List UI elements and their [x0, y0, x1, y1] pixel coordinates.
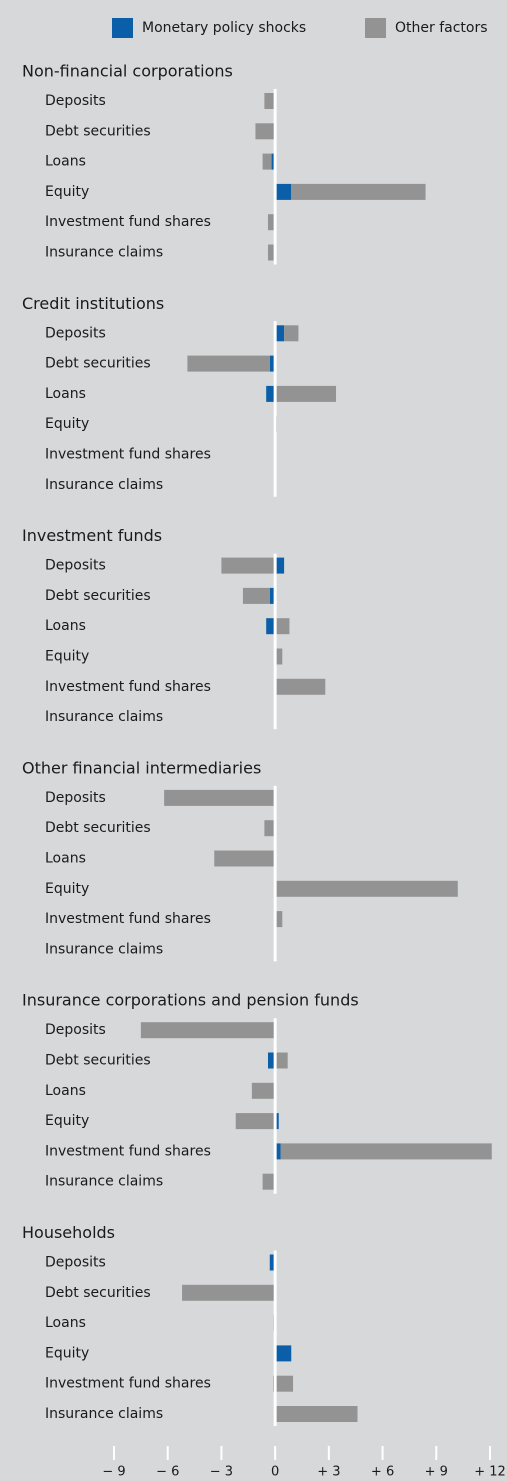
category-label: Equity	[45, 1113, 89, 1129]
category-label: Deposits	[45, 325, 106, 341]
category-label: Equity	[45, 649, 89, 665]
panel-title: Investment funds	[22, 526, 162, 545]
bar-other	[264, 820, 276, 837]
category-label: Debt securities	[45, 1053, 151, 1069]
x-tick-label: − 6	[156, 1465, 179, 1480]
x-tick-label: − 3	[210, 1465, 233, 1480]
x-tick-label: + 12	[474, 1465, 506, 1480]
panel-title: Insurance corporations and pension funds	[22, 991, 359, 1010]
bar-other	[280, 1143, 492, 1160]
bar-other	[275, 1375, 294, 1392]
category-label: Investment fund shares	[45, 679, 211, 695]
x-tick-label: − 9	[102, 1465, 125, 1480]
bar-monetary	[275, 557, 285, 574]
category-label: Equity	[45, 184, 89, 200]
bar-monetary	[275, 1113, 279, 1130]
bar-monetary	[267, 1052, 276, 1069]
x-tick-label: 0	[271, 1465, 279, 1480]
bar-monetary	[269, 355, 276, 372]
legend-swatch	[365, 18, 386, 38]
category-label: Debt securities	[45, 356, 151, 372]
bar-other	[275, 1052, 288, 1069]
bar-other	[187, 355, 270, 372]
category-label: Investment fund shares	[45, 1143, 211, 1159]
legend-label: Monetary policy shocks	[142, 20, 306, 36]
category-label: Investment fund shares	[45, 214, 211, 230]
panel-title: Other financial intermediaries	[22, 758, 261, 777]
panel-title: Non-financial corporations	[22, 62, 233, 81]
bar-monetary	[266, 618, 276, 635]
category-label: Loans	[45, 618, 86, 634]
bar-other	[267, 244, 276, 261]
category-label: Insurance claims	[45, 941, 163, 957]
bar-monetary	[269, 587, 276, 604]
bar-other	[275, 911, 283, 928]
bar-other	[291, 183, 426, 200]
bar-other	[235, 1113, 276, 1130]
category-label: Loans	[45, 1315, 86, 1331]
bar-other	[182, 1284, 274, 1301]
bar-monetary	[269, 1254, 276, 1271]
bar-other	[255, 123, 274, 140]
category-label: Loans	[45, 851, 86, 867]
category-label: Insurance claims	[45, 1174, 163, 1190]
bar-other	[221, 557, 276, 574]
category-label: Debt securities	[45, 820, 151, 836]
category-label: Loans	[45, 154, 86, 170]
bar-other	[284, 325, 299, 342]
bar-other	[267, 214, 276, 231]
category-label: Loans	[45, 386, 86, 402]
category-label: Insurance claims	[45, 709, 163, 725]
x-tick-label: + 9	[425, 1465, 448, 1480]
bar-other	[251, 1082, 274, 1099]
category-label: Deposits	[45, 1022, 106, 1038]
category-label: Debt securities	[45, 123, 151, 139]
category-label: Loans	[45, 1083, 86, 1099]
bar-other	[264, 93, 276, 109]
bar-monetary	[275, 1143, 281, 1160]
category-label: Debt securities	[45, 1285, 151, 1301]
panel-title: Households	[22, 1223, 115, 1242]
category-label: Investment fund shares	[45, 911, 211, 927]
bar-monetary	[275, 1345, 292, 1362]
x-tick-label: + 6	[371, 1465, 394, 1480]
category-label: Deposits	[45, 93, 106, 109]
bar-other	[275, 880, 458, 897]
bar-other	[164, 789, 276, 806]
bar-other	[275, 385, 337, 402]
x-tick-label: + 3	[317, 1465, 340, 1480]
category-label: Equity	[45, 416, 89, 432]
category-label: Insurance claims	[45, 245, 163, 261]
bar-other	[275, 678, 326, 695]
category-label: Debt securities	[45, 588, 151, 604]
category-label: Insurance claims	[45, 1406, 163, 1422]
category-label: Deposits	[45, 558, 106, 574]
bar-other	[262, 153, 272, 170]
bar-other	[140, 1022, 274, 1039]
bar-other	[214, 850, 276, 867]
category-label: Deposits	[45, 1255, 106, 1271]
category-label: Deposits	[45, 790, 106, 806]
category-label: Investment fund shares	[45, 1376, 211, 1392]
legend-label: Other factors	[395, 20, 488, 36]
category-label: Insurance claims	[45, 477, 163, 493]
bar-monetary	[266, 385, 276, 402]
category-label: Equity	[45, 1345, 89, 1361]
category-label: Equity	[45, 881, 89, 897]
bar-other	[262, 1173, 276, 1190]
bar-other	[275, 618, 290, 635]
bar-monetary	[275, 325, 285, 342]
bar-other	[242, 587, 270, 604]
category-label: Investment fund shares	[45, 447, 211, 463]
bar-monetary	[275, 183, 292, 200]
bar-other	[275, 648, 283, 665]
panel-title: Credit institutions	[22, 294, 164, 313]
legend-swatch	[112, 18, 133, 38]
bar-monetary	[271, 153, 276, 170]
bar-other	[275, 1406, 358, 1422]
